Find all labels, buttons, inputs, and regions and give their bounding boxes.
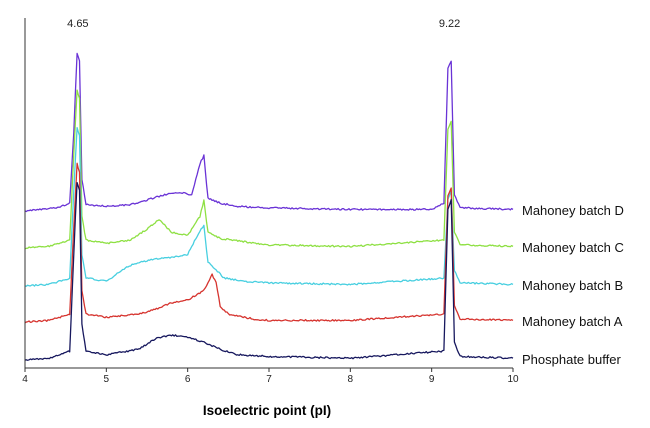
x-tick-label: 4 — [22, 374, 28, 385]
series-line — [24, 162, 514, 324]
series-layer — [24, 52, 514, 361]
peak-annotation: 9.22 — [439, 18, 460, 30]
series-line — [24, 89, 514, 250]
x-tick-label: 5 — [104, 374, 110, 385]
x-tick-label: 6 — [185, 374, 191, 385]
series-labels: Mahoney batch D Mahoney batch C Mahoney ba… — [522, 203, 624, 367]
series-line — [24, 127, 514, 287]
x-tick-label: 9 — [429, 374, 435, 385]
series-label: Mahoney batch A — [522, 314, 623, 329]
x-tick-label: 8 — [348, 374, 354, 385]
peak-annotation: 4.65 — [67, 18, 88, 30]
peak-annotations: 4.65 9.22 — [67, 18, 460, 30]
series-line — [24, 181, 514, 361]
series-line — [24, 52, 514, 213]
series-label: Mahoney batch D — [522, 203, 624, 218]
series-label: Mahoney batch C — [522, 240, 624, 255]
series-label: Mahoney batch B — [522, 278, 623, 293]
x-tick-label: 10 — [507, 374, 519, 385]
x-tick-label: 7 — [266, 374, 272, 385]
x-ticks: 4 5 6 7 8 9 10 — [22, 368, 519, 385]
x-axis-label: Isoelectric point (pI) — [203, 403, 331, 418]
series-label: Phosphate buffer — [522, 352, 621, 367]
